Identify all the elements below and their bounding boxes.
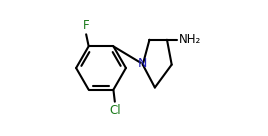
Text: F: F [83,19,90,32]
Text: Cl: Cl [110,104,121,117]
Text: NH₂: NH₂ [179,33,201,46]
Text: N: N [138,58,147,70]
